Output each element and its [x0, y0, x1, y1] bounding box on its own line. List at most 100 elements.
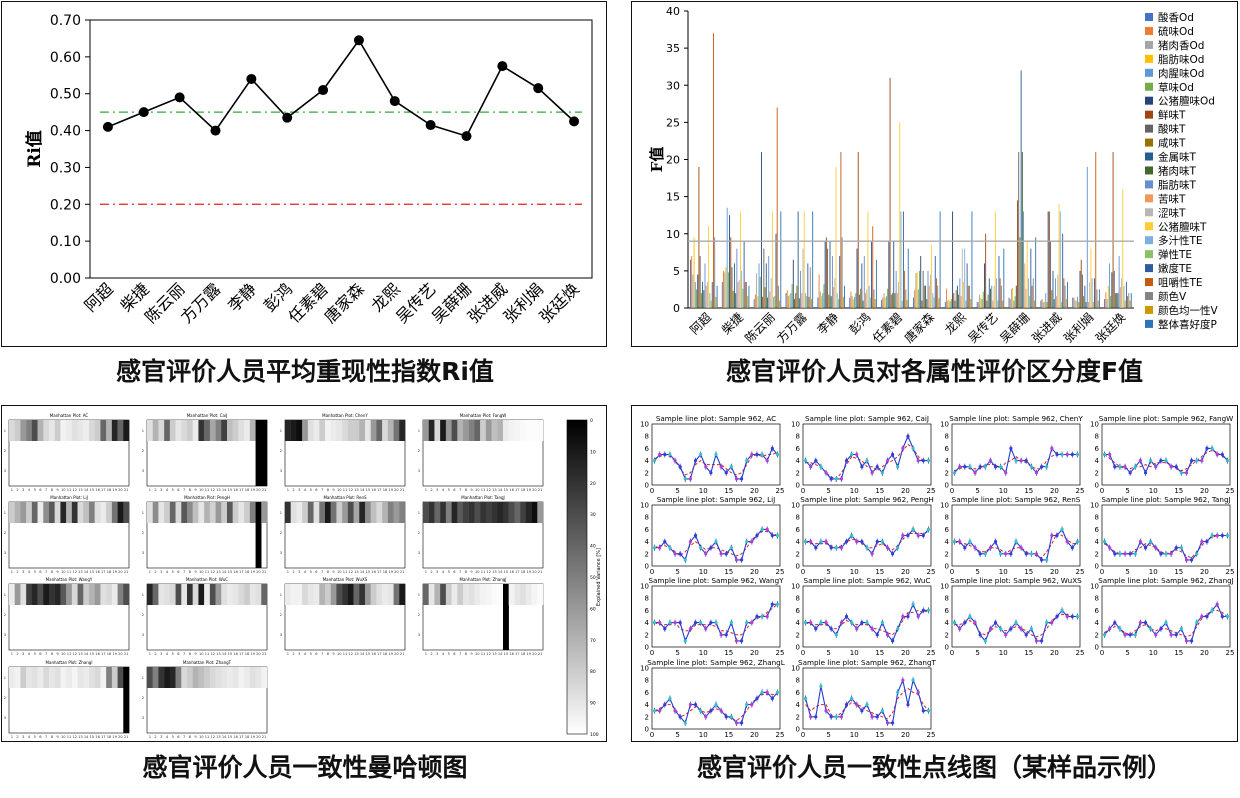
- manhattan-cell: [370, 584, 377, 605]
- manhattan-x-tick: 13: [492, 488, 497, 492]
- legend-swatch: [1145, 180, 1153, 189]
- f-bar: [705, 285, 707, 308]
- data-point: [1200, 614, 1204, 619]
- manhattan-cell: [445, 420, 452, 441]
- manhattan-x-tick: 17: [515, 652, 520, 656]
- line-plot-y-tick: 0: [945, 563, 949, 571]
- manhattan-x-tick: 7: [321, 488, 323, 492]
- manhattan-x-tick: 8: [51, 488, 54, 492]
- data-point: [740, 558, 744, 562]
- manhattan-cell: [31, 420, 38, 441]
- f-bar: [1009, 299, 1011, 308]
- f-bar: [901, 300, 903, 308]
- data-point: [1075, 452, 1080, 457]
- sample-line-plots: Sample line plot: Sample 962, AC02468100…: [640, 414, 1234, 739]
- data-point: [652, 709, 657, 713]
- manhattan-y-tick: 2: [142, 531, 144, 535]
- f-bar: [792, 259, 794, 308]
- manhattan-cell: [537, 502, 544, 523]
- f-bar: [1074, 300, 1076, 308]
- manhattan-cell: [31, 584, 38, 605]
- data-point: [870, 552, 874, 556]
- data-point: [1108, 452, 1112, 457]
- ri-point: [246, 73, 257, 84]
- manhattan-cell: [347, 502, 354, 523]
- line-plot-y-tick: 10: [940, 502, 949, 510]
- data-point: [993, 465, 998, 469]
- manhattan-cell: [497, 584, 504, 605]
- f-bar: [791, 284, 793, 308]
- manhattan-x-tick: 14: [498, 652, 503, 656]
- data-point: [834, 633, 838, 637]
- manhattan-cell-tail: [123, 688, 130, 733]
- f-bar: [770, 278, 772, 308]
- manhattan-cell: [20, 584, 27, 605]
- f-bar: [854, 296, 856, 308]
- manhattan-cell: [399, 584, 406, 605]
- manhattan-cell: [192, 502, 199, 523]
- data-point: [865, 621, 869, 625]
- line-plot-x-tick: 5: [675, 649, 679, 657]
- legend-swatch: [1145, 138, 1153, 147]
- data-point: [814, 715, 818, 719]
- manhattan-cell: [313, 584, 320, 605]
- manhattan-cell: [261, 502, 268, 523]
- f-bar: [703, 290, 705, 308]
- f-bar: [1072, 297, 1074, 308]
- line-plot-x-tick: 25: [776, 568, 785, 576]
- line-plot-title: Sample line plot: Sample 962, ZhangT: [798, 658, 936, 667]
- manhattan-cell: [440, 420, 447, 441]
- line-plot-title: Sample line plot: Sample 962, ZhangL: [647, 658, 785, 667]
- manhattan-x-tick: 5: [310, 488, 312, 492]
- manhattan-x-tick: 12: [348, 570, 353, 574]
- data-point: [1174, 633, 1178, 637]
- line-plot-y-tick: 6: [796, 689, 801, 697]
- line-plot-y-tick: 2: [645, 631, 649, 639]
- manhattan-x-tick: 2: [292, 570, 294, 574]
- line-plot-x-tick: 0: [650, 487, 654, 495]
- manhattan-cell: [94, 420, 101, 441]
- manhattan-cell-tail: [261, 441, 268, 486]
- line-plot-x-tick: 25: [927, 649, 936, 657]
- f-bar: [1085, 302, 1087, 308]
- data-point: [1113, 465, 1117, 469]
- f-bar: [1018, 152, 1020, 308]
- manhattan-cell: [468, 584, 475, 605]
- line-plot-x-tick: 0: [801, 649, 805, 657]
- line-plot-x-tick: 5: [975, 649, 979, 657]
- line-plot-y-tick: 4: [796, 538, 801, 546]
- data-point: [1029, 465, 1033, 469]
- manhattan-x-tick: 11: [343, 488, 348, 492]
- line-plot-y-tick: 2: [945, 469, 949, 477]
- manhattan-x-tick: 9: [56, 652, 59, 656]
- manhattan-x-tick: 5: [172, 488, 174, 492]
- manhattan-x-tick: 19: [388, 488, 393, 492]
- f-bar: [763, 248, 765, 308]
- f-bar: [1021, 152, 1023, 308]
- data-point: [824, 621, 828, 625]
- f-bar: [862, 300, 864, 308]
- data-point: [1159, 459, 1163, 463]
- manhattan-cell: [342, 420, 349, 441]
- colorbar-tick: 50: [590, 575, 596, 581]
- data-point: [824, 540, 828, 544]
- manhattan-y-tick: 3: [142, 633, 144, 637]
- manhattan-cell: [434, 584, 441, 605]
- data-point: [1108, 546, 1112, 550]
- f-bar: [1002, 300, 1004, 308]
- data-point: [1179, 471, 1183, 475]
- line-plot-x-tick: 10: [1149, 568, 1158, 576]
- legend-swatch: [1145, 250, 1153, 259]
- manhattan-x-tick: 15: [366, 570, 371, 574]
- manhattan-cell: [399, 420, 406, 441]
- f-bar: [1058, 204, 1060, 308]
- data-point: [978, 465, 982, 469]
- f-bar: [698, 166, 700, 308]
- manhattan-x-tick: 10: [475, 652, 480, 656]
- f-bar: [946, 288, 947, 308]
- manhattan-y-tick: 1: [4, 593, 6, 597]
- manhattan-x-tick: 8: [465, 488, 468, 492]
- data-point: [1055, 452, 1059, 457]
- line-plot-x-tick: 15: [724, 568, 733, 576]
